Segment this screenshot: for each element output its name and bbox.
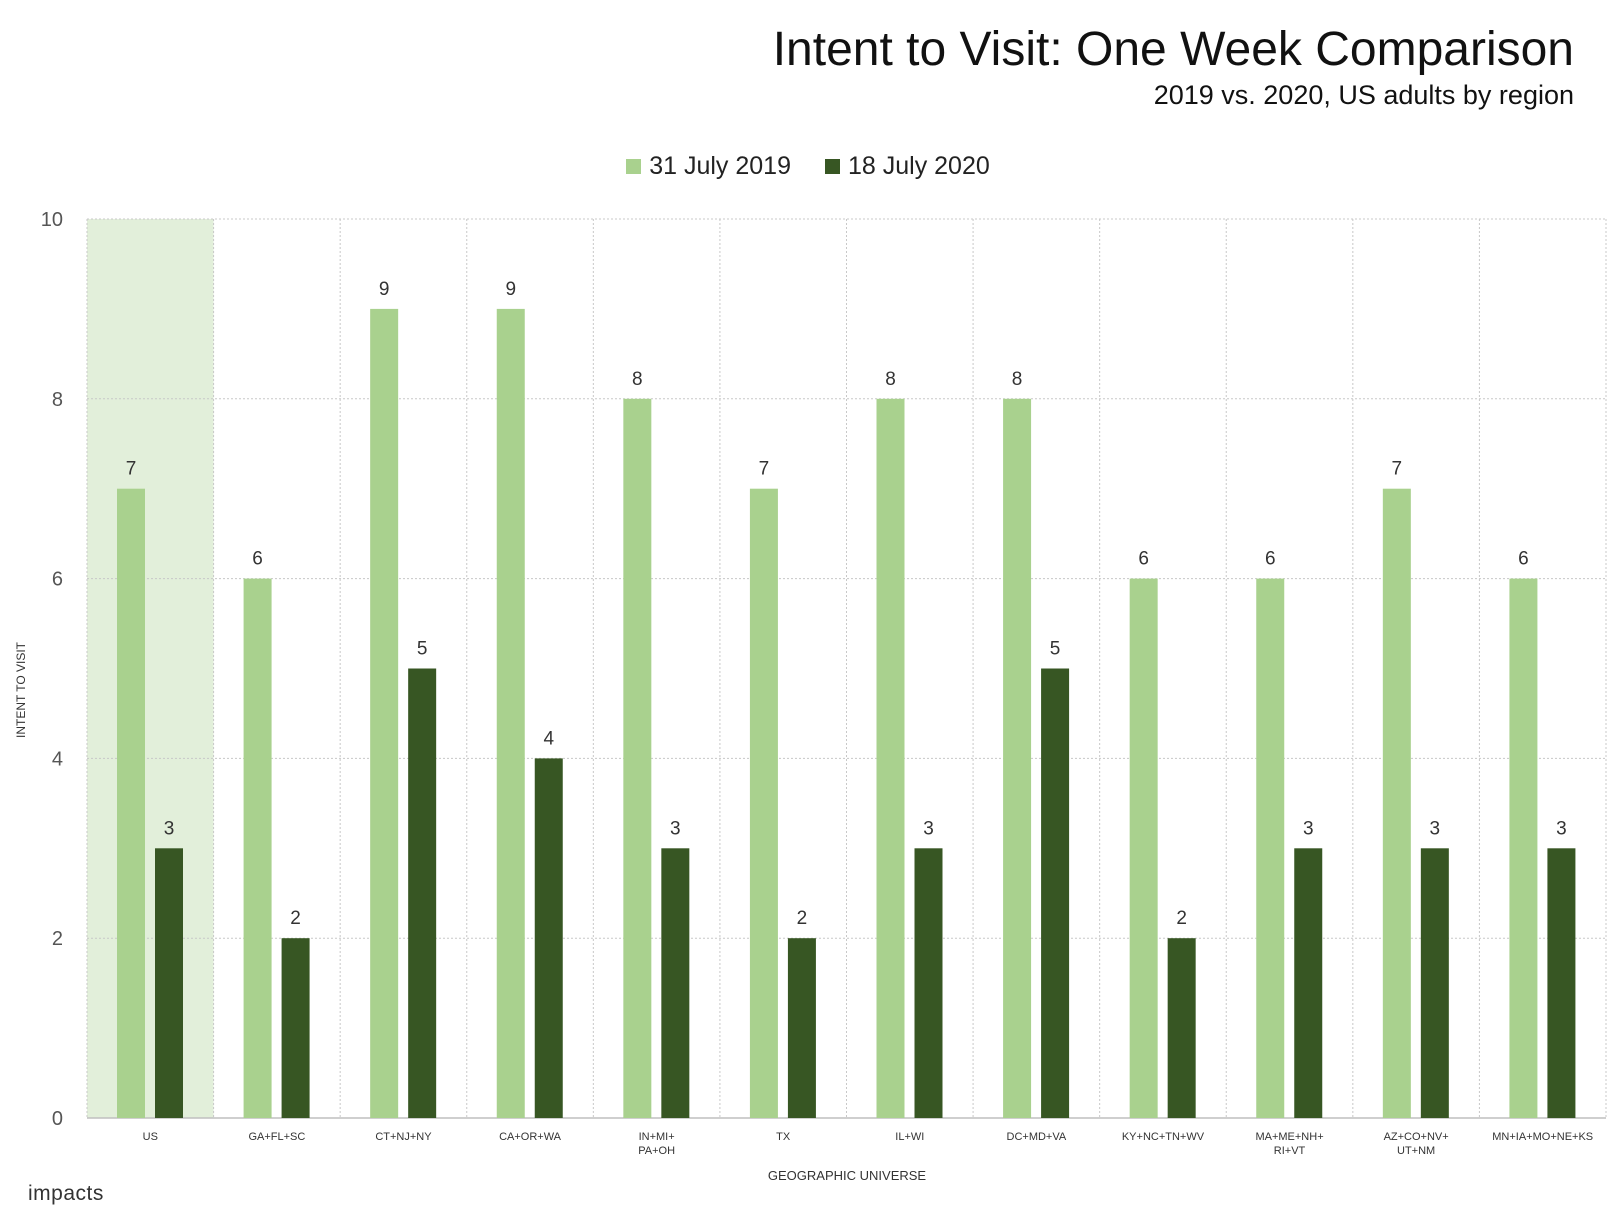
- legend-item-2020: 18 July 2020: [825, 152, 990, 181]
- x-axis-title: GEOGRAPHIC UNIVERSE: [767, 1168, 927, 1183]
- legend-label-2019: 31 July 2019: [649, 152, 791, 180]
- bar: [1294, 848, 1323, 1118]
- bar: [1382, 488, 1411, 1118]
- bar: [1003, 398, 1032, 1118]
- data-label: 3: [670, 818, 681, 839]
- bar: [1041, 668, 1070, 1118]
- y-axis-title: INTENT TO VISIT: [14, 641, 28, 739]
- bar: [243, 578, 272, 1118]
- data-label: 6: [1138, 549, 1149, 570]
- bar: [914, 848, 943, 1118]
- x-tick-label: US: [143, 1131, 158, 1143]
- x-tick-label: CA+OR+WA: [499, 1131, 562, 1143]
- data-label: 7: [126, 459, 137, 480]
- chart-title: Intent to Visit: One Week Comparison: [772, 23, 1574, 76]
- data-label: 3: [1303, 818, 1314, 839]
- x-tick-label: IN+MI+ PA+OH: [638, 1131, 675, 1157]
- x-tick-label: DC+MD+VA: [1007, 1131, 1067, 1143]
- data-label: 2: [290, 908, 301, 929]
- legend-item-2019: 31 July 2019: [626, 152, 791, 181]
- bar: [155, 848, 183, 1118]
- y-tick-label: 4: [52, 748, 63, 770]
- legend-swatch-2020: [825, 159, 840, 174]
- bar: [876, 398, 905, 1118]
- y-tick-label: 2: [52, 928, 63, 950]
- data-label: 8: [885, 369, 896, 390]
- data-label: 3: [1556, 818, 1567, 839]
- bar: [496, 308, 525, 1118]
- bar: [534, 758, 563, 1118]
- bar: [370, 308, 399, 1118]
- data-label: 8: [632, 369, 643, 390]
- data-label: 6: [1518, 549, 1529, 570]
- bar: [1167, 938, 1196, 1118]
- data-label: 3: [923, 818, 934, 839]
- data-label: 5: [1050, 639, 1061, 660]
- data-label: 2: [1176, 908, 1187, 929]
- legend-label-2020: 18 July 2020: [848, 152, 990, 180]
- data-label: 7: [1392, 459, 1403, 480]
- data-label: 6: [252, 549, 263, 570]
- legend-swatch-2019: [626, 159, 642, 174]
- data-label: 5: [417, 639, 428, 660]
- highlight-band: [87, 219, 214, 1118]
- y-tick-label: 6: [52, 569, 63, 591]
- brand-logo: impacts: [28, 1182, 104, 1205]
- data-label: 7: [759, 459, 770, 480]
- y-tick-label: 8: [52, 389, 63, 411]
- x-tick-label: MA+ME+NH+ RI+VT: [1255, 1131, 1323, 1157]
- bar: [408, 668, 437, 1118]
- bar: [787, 938, 816, 1118]
- y-tick-label: 0: [52, 1108, 63, 1130]
- x-tick-label: GA+FL+SC: [248, 1131, 305, 1143]
- chart-subtitle: 2019 vs. 2020, US adults by region: [1153, 80, 1574, 110]
- data-label: 2: [797, 908, 808, 929]
- bar: [661, 848, 690, 1118]
- bar: [281, 938, 310, 1118]
- bar: [1509, 578, 1538, 1118]
- data-label: 6: [1265, 549, 1276, 570]
- bar: [749, 488, 778, 1118]
- bar: [1256, 578, 1285, 1118]
- chart-legend: 31 July 2019 18 July 2020: [0, 152, 1616, 181]
- bar: [623, 398, 652, 1118]
- bar: [1547, 848, 1576, 1118]
- data-label: 3: [164, 818, 175, 839]
- data-label: 8: [1012, 369, 1023, 390]
- y-tick-label: 10: [41, 209, 63, 231]
- bar: [1420, 848, 1449, 1118]
- bar: [117, 488, 145, 1118]
- data-label: 4: [543, 728, 554, 749]
- x-tick-label: CT+NJ+NY: [375, 1131, 432, 1143]
- x-tick-label: AZ+CO+NV+ UT+NM: [1384, 1131, 1449, 1157]
- bar: [1129, 578, 1158, 1118]
- x-tick-label: TX: [776, 1131, 791, 1143]
- data-label: 9: [505, 279, 516, 300]
- data-label: 3: [1430, 818, 1441, 839]
- x-tick-label: MN+IA+MO+NE+KS: [1492, 1131, 1593, 1143]
- x-tick-label: IL+WI: [895, 1131, 924, 1143]
- x-tick-label: KY+NC+TN+WV: [1122, 1131, 1205, 1143]
- data-label: 9: [379, 279, 390, 300]
